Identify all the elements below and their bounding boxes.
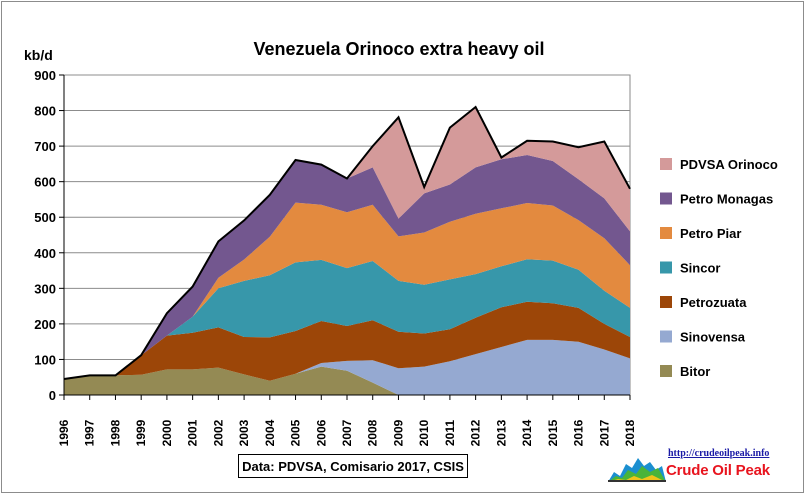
y-tick-label-900: 900 — [34, 68, 56, 83]
x-tick-label-2016: 2016 — [572, 419, 586, 446]
y-tick-label-600: 600 — [34, 175, 56, 190]
x-tick-label-2011: 2011 — [443, 420, 457, 446]
legend-label-pdvsa-orinoco: PDVSA Orinoco — [680, 157, 778, 172]
x-tick-label-2018: 2018 — [623, 419, 637, 446]
x-tick-label-2004: 2004 — [263, 419, 277, 446]
legend-swatch-sinovensa — [660, 330, 672, 343]
x-tick-label-2015: 2015 — [546, 419, 560, 446]
y-tick-label-700: 700 — [34, 139, 56, 154]
axes — [59, 74, 631, 400]
x-tick-label-2017: 2017 — [597, 419, 611, 446]
brand-url-link[interactable]: http://crudeoilpeak.info — [668, 448, 770, 459]
x-tick-label-1998: 1998 — [108, 419, 122, 446]
legend-label-sincor: Sincor — [680, 261, 720, 276]
x-tick-label-1997: 1997 — [83, 419, 97, 446]
legend-label-petro-piar: Petro Piar — [680, 226, 741, 241]
y-tick-label-100: 100 — [34, 352, 56, 367]
x-tick-label-2010: 2010 — [417, 419, 431, 446]
legend-swatch-petro-monagas — [660, 192, 672, 205]
legend-swatch-petrozuata — [660, 296, 672, 308]
x-tick-labels: 1996 1997 1998 1999 2000 2001 2002 2003 2004 2005… — [57, 419, 637, 446]
source-note: Data: PDVSA, Comisario 2017, CSIS — [238, 454, 468, 478]
legend-swatch-bitor — [660, 365, 672, 377]
oil-peak-logo-icon — [608, 458, 666, 482]
legend-swatch-sincor — [660, 261, 672, 274]
x-tick-label-2009: 2009 — [391, 419, 405, 446]
chart-title: Venezuela Orinoco extra heavy oil — [253, 39, 544, 59]
y-tick-label-500: 500 — [34, 210, 56, 225]
area-petrozuata — [64, 301, 630, 381]
total-line-layer — [63, 105, 631, 380]
area-sinovensa — [64, 339, 630, 395]
y-tick-label-200: 200 — [34, 317, 56, 332]
x-tick-label-2013: 2013 — [494, 419, 508, 446]
x-tick-label-2005: 2005 — [289, 419, 303, 446]
legend-label-petro-monagas: Petro Monagas — [680, 192, 773, 207]
x-tick-label-2007: 2007 — [340, 419, 354, 446]
area-bitor — [64, 366, 630, 395]
y-tick-label-400: 400 — [34, 246, 56, 261]
x-tick-label-2002: 2002 — [211, 419, 225, 446]
legend-label-sinovensa: Sinovensa — [680, 330, 746, 345]
legend-swatch-pdvsa-orinoco — [660, 158, 672, 170]
brand-name: Crude Oil Peak — [666, 462, 770, 479]
area-sincor — [64, 259, 630, 379]
area-petro-piar — [64, 202, 630, 379]
x-tick-label-2008: 2008 — [366, 419, 380, 446]
x-tick-label-2001: 2001 — [186, 419, 200, 446]
y-tick-labels: 0 100 200 300 400 500 600 700 800 900 — [34, 68, 56, 403]
brand-logo-block[interactable]: http://crudeoilpeak.info Crude Oil Peak — [608, 448, 798, 484]
x-tick-label-2000: 2000 — [160, 419, 174, 446]
y-axis-label: kb/d — [24, 47, 53, 63]
stacked-areas — [64, 107, 630, 395]
y-tick-label-300: 300 — [34, 281, 56, 296]
y-tick-label-800: 800 — [34, 104, 56, 119]
x-tick-label-1999: 1999 — [134, 419, 148, 446]
legend-label-bitor: Bitor — [680, 364, 710, 379]
x-tick-label-2006: 2006 — [314, 419, 328, 446]
legend-label-petrozuata: Petrozuata — [680, 295, 747, 310]
x-tick-label-2012: 2012 — [469, 419, 483, 446]
x-tick-label-2014: 2014 — [520, 419, 534, 446]
legend-swatch-petro-piar — [660, 227, 672, 239]
x-tick-label-1996: 1996 — [57, 419, 71, 446]
y-tick-label-0: 0 — [49, 388, 56, 403]
legend: PDVSA Orinoco Petro Monagas Petro Piar Sinc… — [660, 157, 778, 379]
x-tick-label-2003: 2003 — [237, 419, 251, 446]
area-petro-monagas — [64, 155, 630, 379]
